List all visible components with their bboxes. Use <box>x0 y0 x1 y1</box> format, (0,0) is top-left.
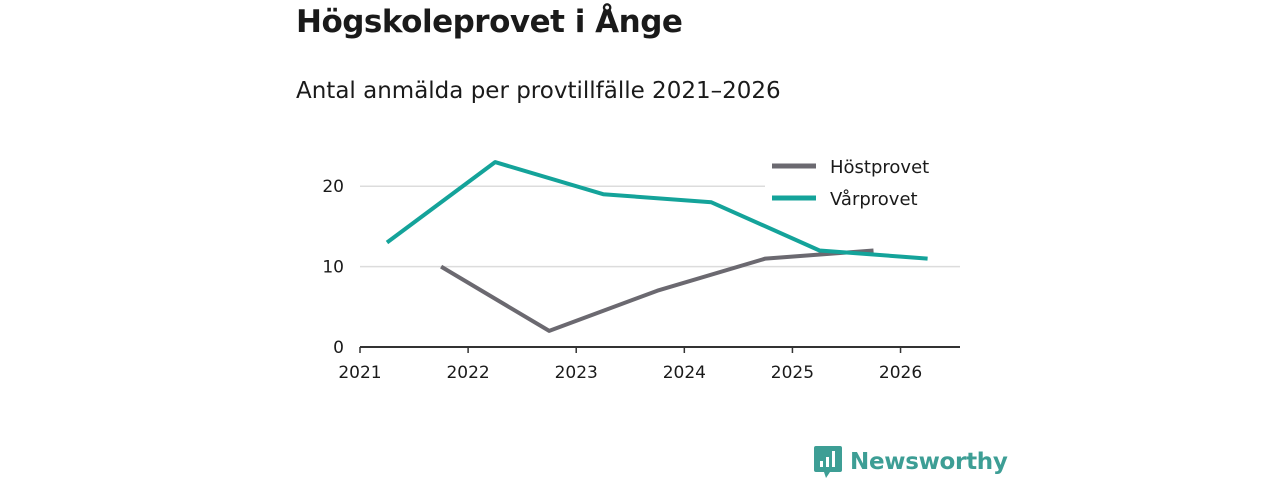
x-tick-label: 2022 <box>446 363 489 383</box>
chart-subtitle: Antal anmälda per provtillfälle 2021–202… <box>296 78 781 104</box>
y-tick-label: 0 <box>333 338 344 358</box>
series-line-v-rprovet <box>385 160 928 261</box>
x-tick-label: 2026 <box>879 363 922 383</box>
y-tick-label: 10 <box>322 258 344 278</box>
y-axis-labels: 0 10 20 <box>322 177 344 358</box>
legend-label: Höstprovet <box>830 157 929 178</box>
x-tick-label: 2024 <box>663 363 706 383</box>
line-chart: 0 10 20 2021 2022 2023 2024 2025 2026 Höstprove… <box>322 150 960 383</box>
legend-label: Vårprovet <box>830 189 918 210</box>
newsworthy-logo-icon <box>814 446 842 478</box>
legend-background <box>765 150 960 218</box>
x-axis <box>359 346 960 353</box>
series-line-h-stprovet <box>440 248 874 333</box>
brand-logo: Newsworthy <box>814 445 1008 479</box>
series-lines <box>385 160 928 333</box>
chart-title: Högskoleprovet i Ånge <box>296 4 683 40</box>
x-tick-label: 2023 <box>555 363 598 383</box>
x-tick-label: 2021 <box>338 363 381 383</box>
x-tick-label: 2025 <box>771 363 814 383</box>
legend: Höstprovet Vårprovet <box>765 150 960 218</box>
brand-name: Newsworthy <box>850 449 1008 475</box>
y-tick-label: 20 <box>322 177 344 197</box>
x-axis-labels: 2021 2022 2023 2024 2025 2026 <box>338 363 922 383</box>
